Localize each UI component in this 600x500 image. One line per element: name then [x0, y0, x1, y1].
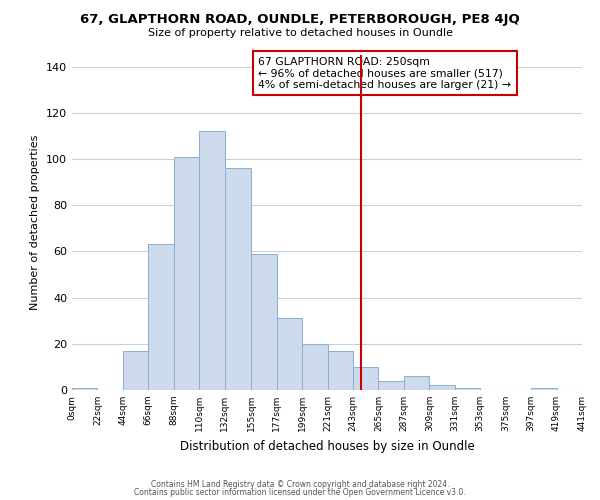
Text: Contains public sector information licensed under the Open Government Licence v3: Contains public sector information licen…: [134, 488, 466, 497]
Bar: [455, 388, 480, 390]
Bar: [174, 156, 199, 390]
Text: 67 GLAPTHORN ROAD: 250sqm
← 96% of detached houses are smaller (517)
4% of semi-: 67 GLAPTHORN ROAD: 250sqm ← 96% of detac…: [258, 56, 511, 90]
X-axis label: Distribution of detached houses by size in Oundle: Distribution of detached houses by size …: [179, 440, 475, 452]
Bar: [353, 367, 379, 390]
Bar: [148, 244, 174, 390]
Bar: [531, 388, 557, 390]
Bar: [404, 376, 430, 390]
Bar: [328, 350, 353, 390]
Bar: [123, 350, 148, 390]
Bar: [224, 168, 251, 390]
Bar: [277, 318, 302, 390]
Bar: [379, 381, 404, 390]
Y-axis label: Number of detached properties: Number of detached properties: [31, 135, 40, 310]
Bar: [302, 344, 328, 390]
Bar: [251, 254, 277, 390]
Text: 67, GLAPTHORN ROAD, OUNDLE, PETERBOROUGH, PE8 4JQ: 67, GLAPTHORN ROAD, OUNDLE, PETERBOROUGH…: [80, 12, 520, 26]
Bar: [199, 131, 224, 390]
Text: Contains HM Land Registry data © Crown copyright and database right 2024.: Contains HM Land Registry data © Crown c…: [151, 480, 449, 489]
Text: Size of property relative to detached houses in Oundle: Size of property relative to detached ho…: [148, 28, 452, 38]
Bar: [72, 388, 97, 390]
Bar: [430, 386, 455, 390]
